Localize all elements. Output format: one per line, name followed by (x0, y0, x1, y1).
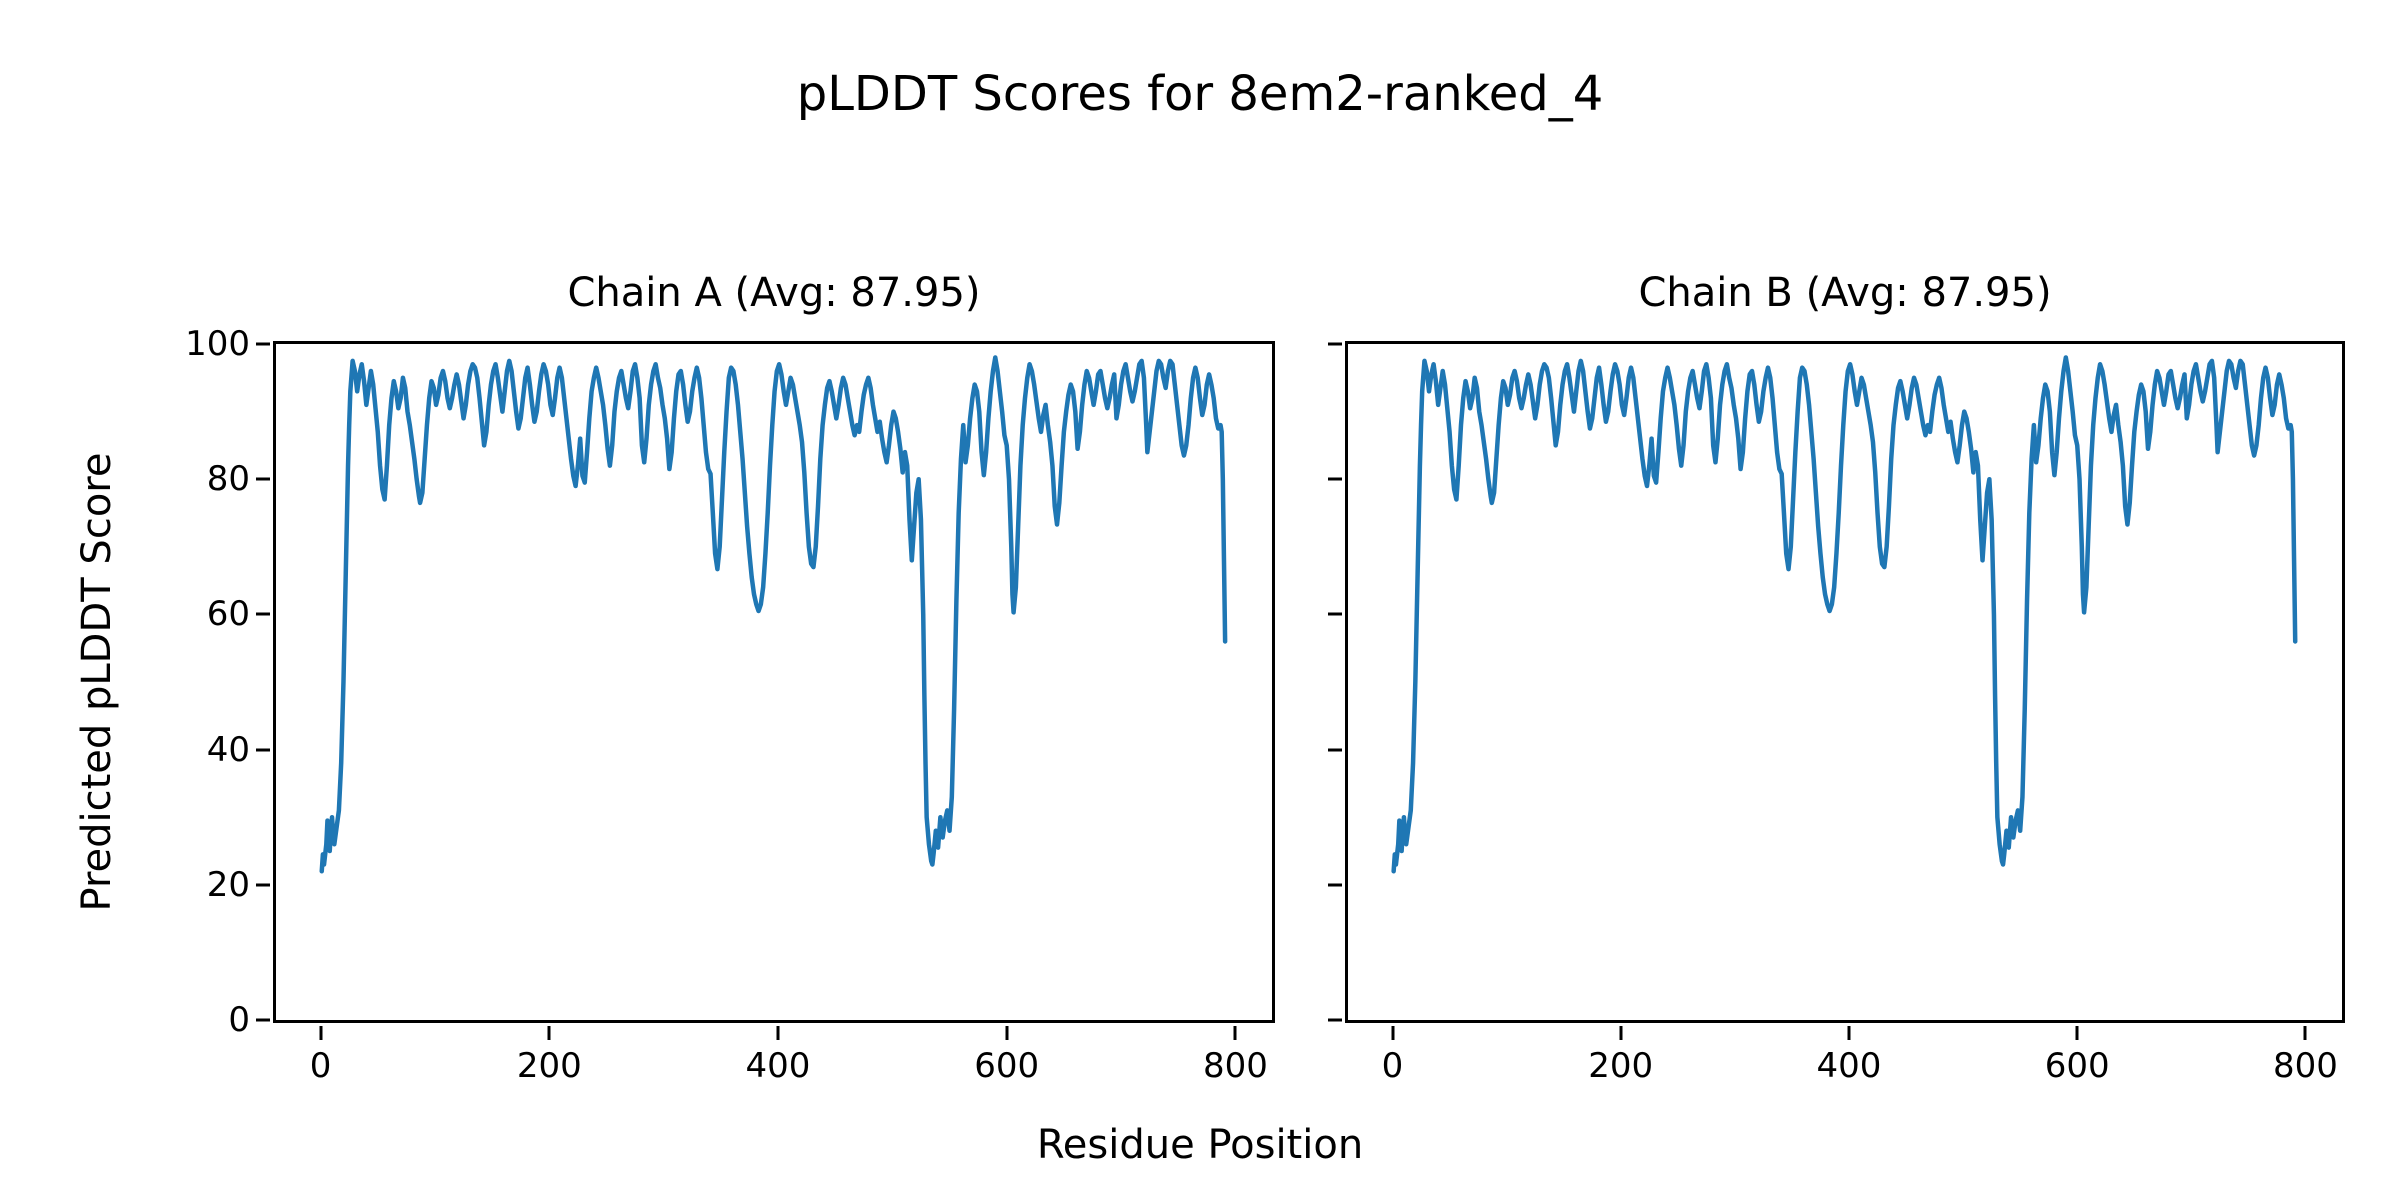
y-tick-mark (1328, 883, 1342, 887)
chain-b-plddt-line (1394, 358, 2296, 872)
y-tick-mark (1328, 342, 1342, 346)
y-tick-mark (256, 1018, 270, 1022)
y-tick-mark (256, 342, 270, 346)
y-axis-label: Predicted pLDDT Score (74, 452, 120, 912)
y-tick-mark (256, 477, 270, 481)
y-tick-mark (1328, 1018, 1342, 1022)
x-tick-mark (1005, 1026, 1009, 1040)
x-tick-mark (547, 1026, 551, 1040)
x-tick-label: 0 (1381, 1046, 1404, 1086)
y-tick-label: 100 (185, 324, 250, 364)
x-tick-label: 200 (1588, 1046, 1654, 1086)
y-tick-mark (256, 748, 270, 752)
x-tick-mark (2303, 1026, 2307, 1040)
x-tick-mark (1619, 1026, 1623, 1040)
x-tick-label: 600 (2044, 1046, 2110, 1086)
x-axis-label: Residue Position (1036, 1122, 1364, 1168)
x-tick-mark (319, 1026, 323, 1040)
x-tick-mark (776, 1026, 780, 1040)
x-tick-mark (1847, 1026, 1851, 1040)
chain-b-plddt-line-chart (1348, 344, 2342, 1020)
y-tick-mark (1328, 748, 1342, 752)
subplot-title-chain-a: Chain A (Avg: 87.95) (567, 270, 981, 316)
y-tick-mark (256, 612, 270, 616)
subplot-title-chain-b: Chain B (Avg: 87.95) (1638, 270, 2052, 316)
figure-title: pLDDT Scores for 8em2-ranked_4 (796, 66, 1604, 122)
x-tick-mark (1391, 1026, 1394, 1040)
x-tick-label: 400 (1816, 1046, 1882, 1086)
chain-b-plot-area: 0 200 400 600 800 (1328, 341, 2345, 1086)
x-tick-label: 800 (2273, 1046, 2338, 1086)
x-tick-label: 800 (1202, 1046, 1268, 1086)
chain-a-plddt-line-chart (276, 344, 1272, 1020)
chain-a-plddt-line (322, 358, 1225, 872)
x-tick-label: 200 (516, 1046, 582, 1086)
y-tick-mark (1328, 612, 1342, 616)
y-tick-mark (1328, 477, 1342, 481)
y-tick-label: 40 (206, 729, 250, 770)
chain-a-plot-area: 0 200 400 600 800 0 20 40 60 80 100 (185, 324, 1275, 1086)
y-tick-label: 0 (228, 1000, 250, 1040)
y-tick-label: 20 (206, 864, 250, 905)
y-tick-label: 80 (206, 459, 250, 500)
x-tick-label: 400 (745, 1046, 811, 1086)
x-tick-mark (2075, 1026, 2079, 1040)
y-tick-mark (256, 883, 270, 887)
x-tick-mark (1233, 1026, 1237, 1040)
y-tick-label: 60 (206, 594, 250, 635)
x-tick-label: 600 (974, 1046, 1040, 1086)
x-tick-label: 0 (309, 1046, 332, 1086)
